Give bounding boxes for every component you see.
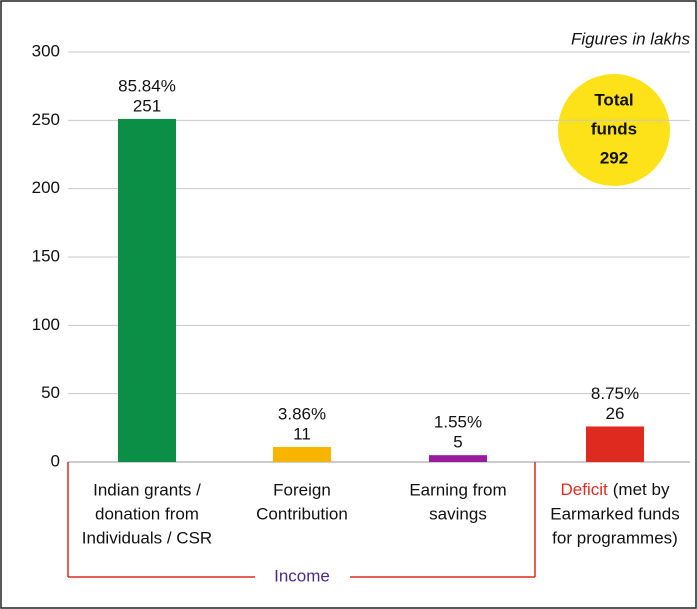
y-tick-label: 150 bbox=[32, 246, 60, 265]
x-tick-label: Deficit (met by bbox=[561, 480, 670, 499]
group-label: Income bbox=[274, 566, 330, 585]
label-part: Deficit bbox=[561, 480, 609, 499]
bar bbox=[273, 446, 331, 462]
x-tick-label: for programmes) bbox=[552, 528, 678, 547]
label-part: (met by bbox=[613, 480, 670, 499]
x-tick-label: donation from bbox=[95, 504, 199, 523]
value-label: 26 bbox=[606, 404, 625, 423]
y-tick-label: 100 bbox=[32, 315, 60, 334]
note: Figures in lakhs bbox=[571, 29, 691, 48]
x-tick-label: savings bbox=[429, 504, 487, 523]
x-tick-label: Contribution bbox=[256, 504, 348, 523]
value-label: 11 bbox=[293, 424, 311, 443]
bar bbox=[118, 118, 176, 462]
y-tick-label: 300 bbox=[32, 41, 60, 60]
total-badge bbox=[558, 74, 670, 186]
x-tick-label: Foreign bbox=[273, 480, 331, 499]
x-tick-label: Indian grants / bbox=[93, 480, 201, 499]
x-tick-label: Earmarked funds bbox=[550, 504, 679, 523]
share-label: 8.75% bbox=[591, 384, 639, 403]
value-label: 251 bbox=[133, 96, 161, 115]
y-tick-label: 50 bbox=[41, 383, 60, 402]
total-value: 292 bbox=[600, 148, 628, 167]
bar bbox=[586, 426, 644, 462]
y-tick-label: 200 bbox=[32, 178, 60, 197]
value-label: 5 bbox=[453, 433, 462, 452]
x-tick-label: Earning from bbox=[409, 480, 506, 499]
share-label: 1.55% bbox=[434, 413, 482, 432]
share-label: 3.86% bbox=[278, 404, 326, 423]
share-label: 85.84% bbox=[118, 76, 176, 95]
y-tick-label: 250 bbox=[32, 110, 60, 129]
bar bbox=[429, 455, 487, 462]
y-tick-label: 0 bbox=[51, 451, 60, 470]
x-tick-label: Individuals / CSR bbox=[82, 528, 212, 547]
total-label: Total bbox=[594, 90, 633, 109]
total-label: funds bbox=[591, 119, 637, 138]
